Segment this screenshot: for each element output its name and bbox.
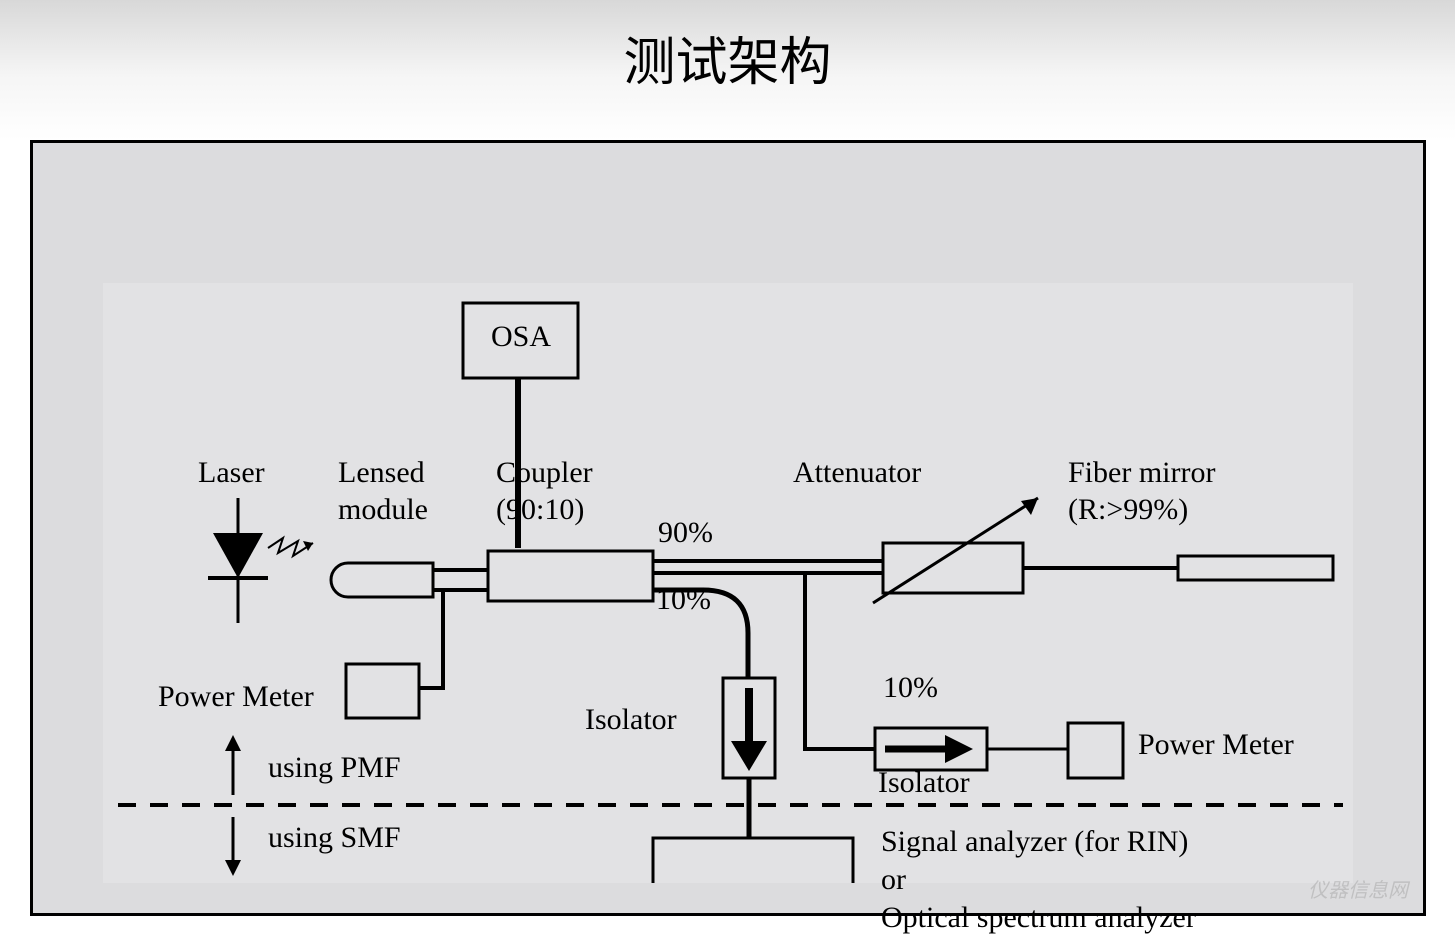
isolator-2-label: Isolator <box>878 766 970 800</box>
isolator-2-icon <box>875 728 987 770</box>
page-title: 测试架构 <box>0 0 1455 95</box>
attenuator-icon <box>873 498 1038 603</box>
pmf-arrow-icon <box>225 735 241 795</box>
inner-panel: OSA Laser Lensed module Coupler (90:10) … <box>103 283 1353 883</box>
laser-diode-icon <box>208 498 313 623</box>
using-pmf-label: using PMF <box>268 751 401 785</box>
percent-10b-label: 10% <box>883 671 938 705</box>
diagram-svg <box>103 283 1353 883</box>
using-smf-label: using SMF <box>268 821 401 855</box>
smf-arrow-icon <box>225 817 241 876</box>
fiber-mirror-label: Fiber mirror <box>1068 456 1215 490</box>
analyzer-box <box>653 838 853 883</box>
isolator-1-icon <box>723 678 775 778</box>
isolator-1-label: Isolator <box>585 703 677 737</box>
osa-label: OSA <box>491 320 551 354</box>
or-label: or <box>881 863 906 897</box>
attenuator-label: Attenuator <box>793 456 921 490</box>
signal-analyzer-label: Signal analyzer (for RIN) <box>881 825 1188 859</box>
power-meter-1-box <box>346 664 419 718</box>
fiber-mirror-r-label: (R:>99%) <box>1068 493 1188 527</box>
power-meter-1-label: Power Meter <box>158 680 314 714</box>
module-label: module <box>338 493 428 527</box>
edge-coupler-pm1 <box>419 590 488 688</box>
percent-90-label: 90% <box>658 516 713 550</box>
fiber-mirror-icon <box>1178 556 1333 580</box>
percent-10a-label: 10% <box>656 583 711 617</box>
power-meter-2-box <box>1068 723 1123 778</box>
optical-spectrum-label: Optical spectrum analyzer <box>881 901 1196 935</box>
laser-label: Laser <box>198 456 265 490</box>
edge-branch-isolator2 <box>805 573 875 749</box>
lensed-module-icon <box>331 563 433 597</box>
coupler-label: Coupler <box>496 456 593 490</box>
power-meter-2-label: Power Meter <box>1138 728 1294 762</box>
coupler-box <box>488 551 653 601</box>
coupler-ratio-label: (90:10) <box>496 493 584 527</box>
diagram-outer-box: OSA Laser Lensed module Coupler (90:10) … <box>30 140 1426 916</box>
watermark: 仪器信息网 <box>1308 874 1408 903</box>
lensed-label: Lensed <box>338 456 425 490</box>
